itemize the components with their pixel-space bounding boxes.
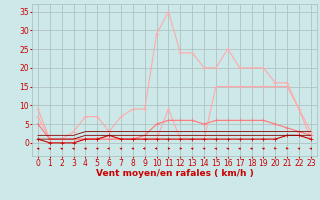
X-axis label: Vent moyen/en rafales ( km/h ): Vent moyen/en rafales ( km/h ) bbox=[96, 169, 253, 178]
